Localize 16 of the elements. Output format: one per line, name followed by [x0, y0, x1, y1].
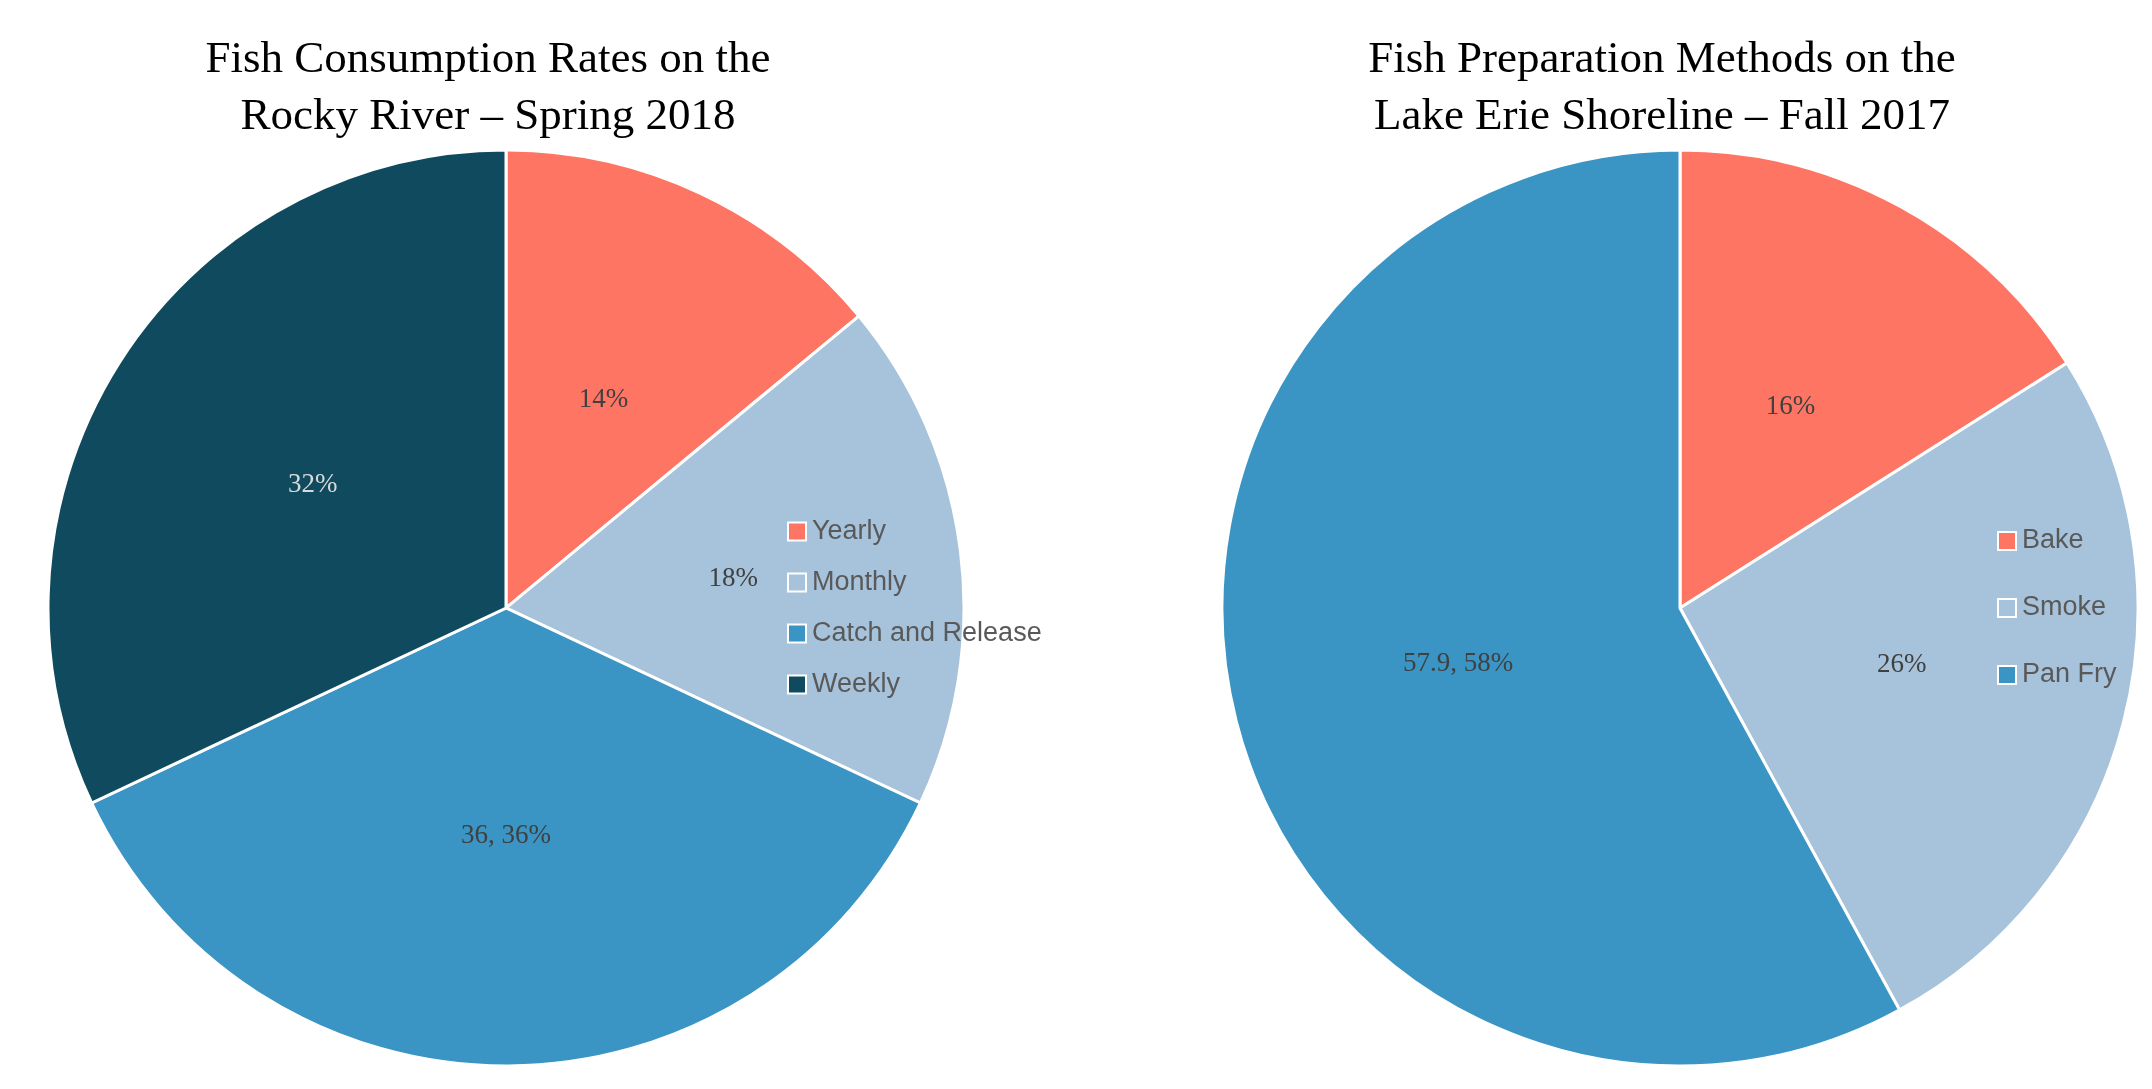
legend-label: Weekly [812, 667, 901, 698]
chart-title: Fish Preparation Methods on the Lake Erie Shoreline – Fall 2017 [1368, 32, 1956, 139]
data-label: 16% [1765, 389, 1816, 420]
data-label: 57.9, 58% [1402, 646, 1514, 677]
legend-label: Bake [2022, 524, 2084, 555]
data-label: 36, 36% [461, 819, 551, 850]
legend-label: Pan Fry [2022, 658, 2118, 689]
legend-label: Monthly [812, 565, 908, 596]
data-label: 32% [287, 467, 338, 498]
legend-label: Catch and Release [812, 616, 1042, 647]
legend-label: Yearly [812, 514, 887, 545]
legend-label: Smoke [2022, 591, 2107, 622]
data-label: 14% [578, 383, 629, 413]
data-label: 18% [708, 561, 758, 592]
chart-title: Fish Consumption Rates on the Rocky River – Spring 2018 [205, 32, 771, 139]
data-label: 26% [1876, 647, 1927, 678]
